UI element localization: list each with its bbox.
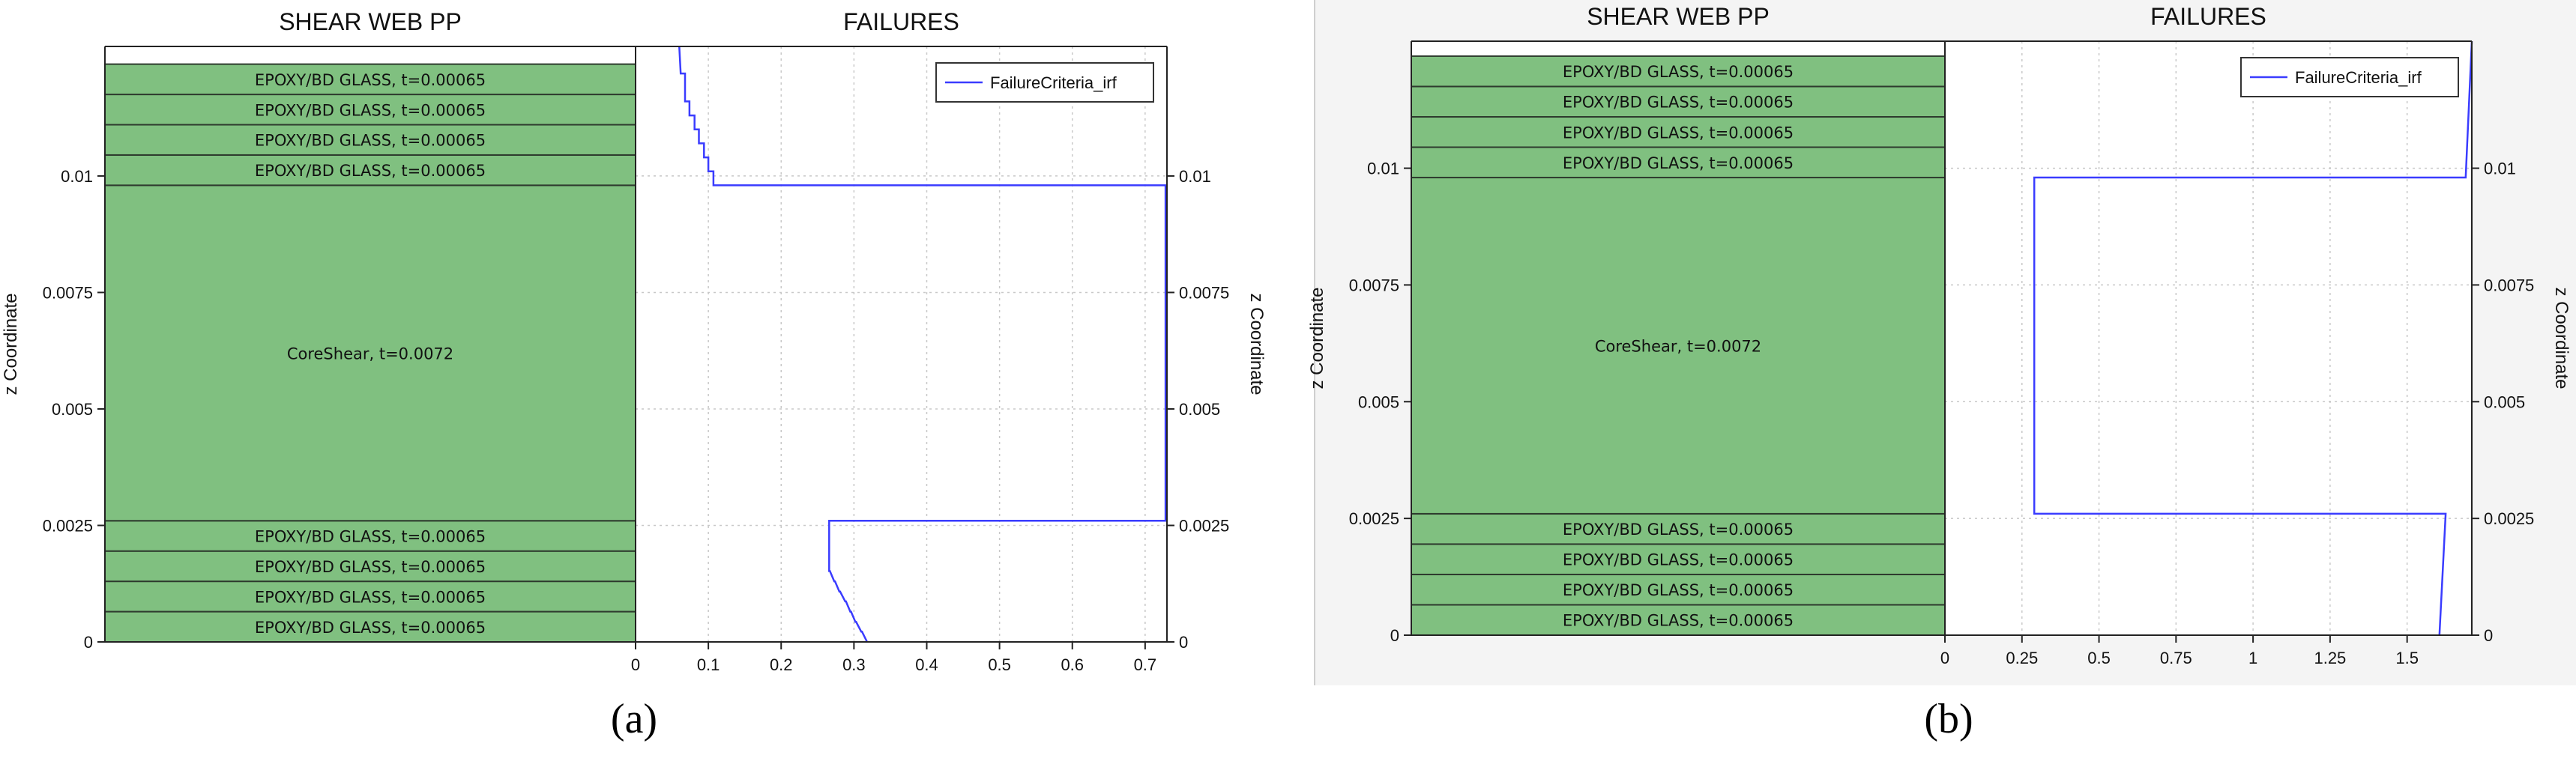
panel-b-x-tick-label: 0.5 bbox=[2087, 649, 2111, 667]
panel-a-x-tick-label: 0.2 bbox=[770, 655, 793, 674]
panel-b-y-axis-label-left: z Coordinate bbox=[1307, 287, 1327, 389]
panel-a-x-tick-label: 0.3 bbox=[842, 655, 866, 674]
panel-a-y-tick-label-right: 0.005 bbox=[1179, 400, 1220, 419]
panel-a-layer-label: EPOXY/BD GLASS, t=0.00065 bbox=[255, 527, 486, 545]
panel-a-left-title: SHEAR WEB PP bbox=[279, 8, 462, 35]
panel-a-layer-label: EPOXY/BD GLASS, t=0.00065 bbox=[255, 162, 486, 180]
panel-a: EPOXY/BD GLASS, t=0.00065 EPOXY/BD GLASS,… bbox=[1, 8, 1267, 674]
panel-a-x-tick-label: 0.7 bbox=[1134, 655, 1157, 674]
panel-b-right-title: FAILURES bbox=[2150, 3, 2266, 30]
panel-a-y-tick-label-right: 0.0025 bbox=[1179, 516, 1229, 535]
panel-b-y-tick-label-left: 0.0025 bbox=[1349, 509, 1399, 528]
panel-a-layer bbox=[104, 184, 636, 522]
panel-b-y-tick-label-right: 0.01 bbox=[2484, 160, 2516, 178]
panel-b-layer-label: EPOXY/BD GLASS, t=0.00065 bbox=[1563, 581, 1794, 599]
panel-a-layer-label: EPOXY/BD GLASS, t=0.00065 bbox=[255, 132, 486, 150]
panel-a-layer bbox=[104, 580, 636, 613]
panel-b-y-axis-label-right: z Coordinate bbox=[2551, 287, 2572, 389]
panel-a-y-axis-label-right: z Coordinate bbox=[1246, 293, 1267, 395]
panel-a-right-title: FAILURES bbox=[843, 8, 959, 35]
panel-b-left-title: SHEAR WEB PP bbox=[1587, 3, 1770, 30]
panel-b-y-tick-label-right: 0.0075 bbox=[2484, 276, 2534, 294]
panel-b-layer-label: EPOXY/BD GLASS, t=0.00065 bbox=[1563, 154, 1794, 172]
panel-b-label: (b) bbox=[1924, 696, 1973, 742]
panel-a-legend-label: FailureCriteria_irf bbox=[990, 73, 1117, 92]
panel-b-x-tick-label: 1.25 bbox=[2314, 649, 2346, 667]
panel-b-y-tick-label-left: 0 bbox=[1390, 626, 1399, 645]
panel-a-y-axis-label-left: z Coordinate bbox=[1, 293, 21, 395]
panel-a-y-tick-label-left: 0.01 bbox=[61, 167, 93, 186]
panel-b-layer bbox=[1411, 55, 1946, 88]
panel-a-x-tick-label: 0 bbox=[631, 655, 640, 674]
panel-b-layer-label: EPOXY/BD GLASS, t=0.00065 bbox=[1563, 63, 1794, 81]
panel-b-layer-label: EPOXY/BD GLASS, t=0.00065 bbox=[1563, 521, 1794, 539]
panel-b-series-line bbox=[2033, 40, 2473, 636]
panel-b-layer-label: EPOXY/BD GLASS, t=0.00065 bbox=[1563, 124, 1794, 142]
panel-a-label: (a) bbox=[610, 696, 658, 742]
panel-a-series-line bbox=[678, 46, 1167, 643]
panel-a-y-tick-label-left: 0.0025 bbox=[43, 516, 93, 535]
panel-a-x-tick-label: 0.4 bbox=[915, 655, 938, 674]
panel-a-layer-label: EPOXY/BD GLASS, t=0.00065 bbox=[255, 101, 486, 119]
panel-a-y-tick-label-right: 0.0075 bbox=[1179, 283, 1229, 302]
panel-a-layer-label: EPOXY/BD GLASS, t=0.00065 bbox=[255, 588, 486, 606]
panel-a-x-tick-label: 0.6 bbox=[1061, 655, 1084, 674]
panel-b-layer-label: EPOXY/BD GLASS, t=0.00065 bbox=[1563, 94, 1794, 112]
panel-a-y-tick-label-left: 0.005 bbox=[52, 400, 93, 419]
panel-b-layer-label: EPOXY/BD GLASS, t=0.00065 bbox=[1563, 551, 1794, 569]
panel-b-x-tick-label: 0 bbox=[1940, 649, 1949, 667]
panel-b-y-tick-label-right: 0.0025 bbox=[2484, 509, 2534, 528]
panel-b-layer-label: EPOXY/BD GLASS, t=0.00065 bbox=[1563, 612, 1794, 630]
panel-a-y-tick-label-left: 0.0075 bbox=[43, 283, 93, 302]
panel-b-layer bbox=[1411, 177, 1946, 515]
panel-a-y-tick-label-right: 0 bbox=[1179, 633, 1188, 652]
panel-b-y-tick-label-left: 0.0075 bbox=[1349, 276, 1399, 294]
panel-a-layer-label: EPOXY/BD GLASS, t=0.00065 bbox=[255, 558, 486, 576]
panel-b-x-tick-label: 1 bbox=[2248, 649, 2257, 667]
panel-a-y-tick-label-right: 0.01 bbox=[1179, 167, 1211, 186]
panel-b-x-tick-label: 1.5 bbox=[2395, 649, 2419, 667]
panel-a-y-tick-label-left: 0 bbox=[84, 633, 93, 652]
panel-a-layer-label: EPOXY/BD GLASS, t=0.00065 bbox=[255, 71, 486, 89]
panel-b-layer-label: CoreShear, t=0.0072 bbox=[1595, 337, 1761, 355]
panel-b-y-tick-label-left: 0.01 bbox=[1367, 160, 1399, 178]
panel-b-legend-label: FailureCriteria_irf bbox=[2295, 68, 2422, 87]
panel-b-x-tick-label: 0.75 bbox=[2160, 649, 2192, 667]
panel-a-x-tick-label: 0.1 bbox=[697, 655, 720, 674]
panel-a-layer-label: CoreShear, t=0.0072 bbox=[287, 345, 453, 363]
panel-a-layer bbox=[104, 154, 636, 187]
panel-a-x-tick-label: 0.5 bbox=[988, 655, 1011, 674]
panel-a-failure-plot-area bbox=[636, 46, 1167, 642]
panel-b-y-tick-label-right: 0.005 bbox=[2484, 392, 2525, 411]
panel-a-layer bbox=[104, 550, 636, 583]
panel-b-y-tick-label-right: 0 bbox=[2484, 626, 2493, 645]
panel-b-failure-plot-area bbox=[1945, 41, 2472, 635]
panel-b-x-tick-label: 0.25 bbox=[2006, 649, 2038, 667]
panel-a-layer-label: EPOXY/BD GLASS, t=0.00065 bbox=[255, 619, 486, 637]
panel-b-y-tick-label-left: 0.005 bbox=[1358, 392, 1399, 411]
panel-b: EPOXY/BD GLASS, t=0.00065 EPOXY/BD GLASS,… bbox=[1307, 3, 2572, 667]
